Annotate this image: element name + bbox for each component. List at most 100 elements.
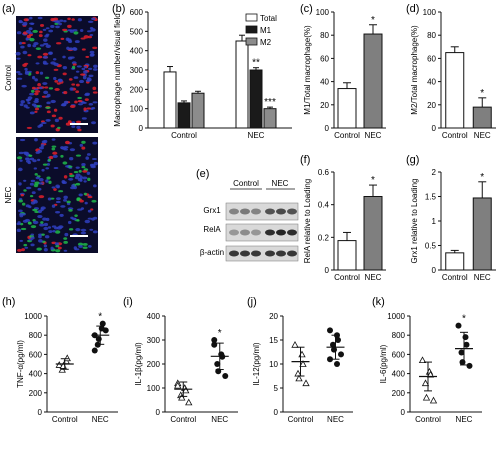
- cell-dot: [32, 208, 38, 212]
- cell-dot: [35, 62, 40, 65]
- x-tick-label: NEC: [474, 273, 491, 282]
- cell-dot: [87, 177, 91, 182]
- cell-dot: [55, 184, 61, 189]
- cell-dot: [37, 158, 41, 162]
- cell-dot: [52, 58, 57, 61]
- cell-dot: [71, 83, 76, 86]
- cell-dot: [63, 145, 69, 149]
- cell-dot: [80, 228, 87, 232]
- cell-dot: [34, 97, 39, 102]
- cell-dot: [43, 247, 48, 252]
- cell-dot: [87, 244, 92, 248]
- cell-dot: [51, 138, 56, 141]
- cell-dot: [16, 31, 22, 35]
- cell-dot: [25, 158, 31, 161]
- x-tick-label: NEC: [474, 131, 491, 140]
- chart-f: 0 0.2 0.4 0.6 RelA relative to Loading * Contr…: [303, 168, 386, 282]
- cell-dot: [48, 29, 54, 33]
- data-point: [91, 347, 98, 354]
- blot-row-label-rela: RelA: [203, 225, 221, 234]
- blot-band: [229, 229, 239, 236]
- cell-dot: [68, 209, 73, 212]
- data-point: [214, 361, 221, 367]
- cell-dot: [31, 86, 36, 90]
- cell-dot: [83, 180, 87, 183]
- y-tick-label: 80: [427, 31, 436, 40]
- cell-dot: [45, 119, 51, 122]
- cell-dot: [19, 138, 26, 142]
- y-tick-label: 300: [130, 66, 144, 75]
- data-point: [298, 350, 306, 358]
- y-tick-label: 100: [423, 8, 437, 17]
- cell-dot: [77, 100, 83, 103]
- cell-dot: [29, 37, 35, 42]
- cell-dot: [75, 182, 81, 186]
- cell-dot: [29, 157, 35, 161]
- y-tick-label: 300: [147, 336, 161, 345]
- cell-dot: [69, 148, 76, 152]
- cell-dot: [23, 243, 28, 247]
- x-tick-label: NEC: [248, 131, 265, 140]
- cell-dot: [77, 128, 82, 132]
- cell-dot: [28, 154, 32, 157]
- cell-dot: [36, 86, 40, 90]
- x-tick-label: NEC: [456, 415, 473, 424]
- cell-dot: [75, 70, 80, 73]
- cell-dot: [38, 239, 43, 243]
- cell-dot: [20, 100, 25, 104]
- y-axis-label: M1/Total macrophage(%): [303, 25, 312, 115]
- cell-dot: [75, 154, 82, 157]
- cell-dot: [37, 83, 42, 87]
- cell-dot: [29, 195, 34, 198]
- bar: [337, 240, 357, 271]
- cell-dot: [89, 228, 94, 231]
- cell-dot: [69, 104, 76, 108]
- y-axis-label: IL-1β(pg/ml): [134, 342, 143, 386]
- cell-dot: [65, 122, 71, 126]
- y-tick-label: 800: [392, 331, 406, 340]
- panel-label-k: (k): [372, 296, 385, 308]
- cell-dot: [48, 51, 53, 55]
- significance-marker: ***: [264, 97, 276, 108]
- cell-dot: [31, 75, 36, 80]
- cell-dot: [17, 73, 23, 76]
- cell-dot: [29, 92, 35, 96]
- cell-dot: [72, 63, 77, 66]
- cell-dot: [34, 90, 41, 93]
- cell-dot: [41, 233, 45, 236]
- y-tick-label: 15: [269, 336, 278, 345]
- cell-dot: [76, 120, 82, 124]
- cell-dot: [20, 227, 27, 231]
- cell-dot: [29, 111, 35, 115]
- cell-dot: [89, 50, 95, 54]
- cell-dot: [81, 162, 86, 167]
- significance-marker: *: [480, 172, 484, 183]
- data-point: [429, 396, 438, 404]
- chart-c: 0 20 40 60 80 100 M1/Total macrophage(%) * Contr…: [303, 8, 386, 140]
- cell-dot: [55, 211, 61, 214]
- cell-dot: [91, 121, 97, 125]
- cell-dot: [32, 44, 37, 48]
- blot-band: [287, 250, 297, 257]
- cell-dot: [18, 20, 24, 24]
- y-tick-label: 1.5: [425, 193, 437, 202]
- scale-bar-control: [70, 123, 88, 125]
- blot-row-label-grx1: Grx1: [203, 206, 221, 215]
- cell-dot: [16, 248, 23, 252]
- bar: [472, 197, 492, 271]
- cell-dot: [43, 38, 48, 42]
- data-point: [421, 379, 430, 387]
- data-point: [335, 337, 341, 343]
- cell-dot: [74, 175, 80, 180]
- data-point: [102, 327, 109, 334]
- cell-dot: [20, 45, 25, 49]
- cell-dot: [87, 217, 93, 220]
- cell-dot: [54, 118, 60, 123]
- blot-band: [240, 208, 250, 215]
- cell-dot: [42, 217, 47, 221]
- data-point: [338, 351, 344, 358]
- cell-dot: [44, 235, 50, 239]
- cell-dot: [28, 27, 33, 31]
- panel-label-h: (h): [2, 296, 15, 308]
- data-point: [95, 336, 102, 343]
